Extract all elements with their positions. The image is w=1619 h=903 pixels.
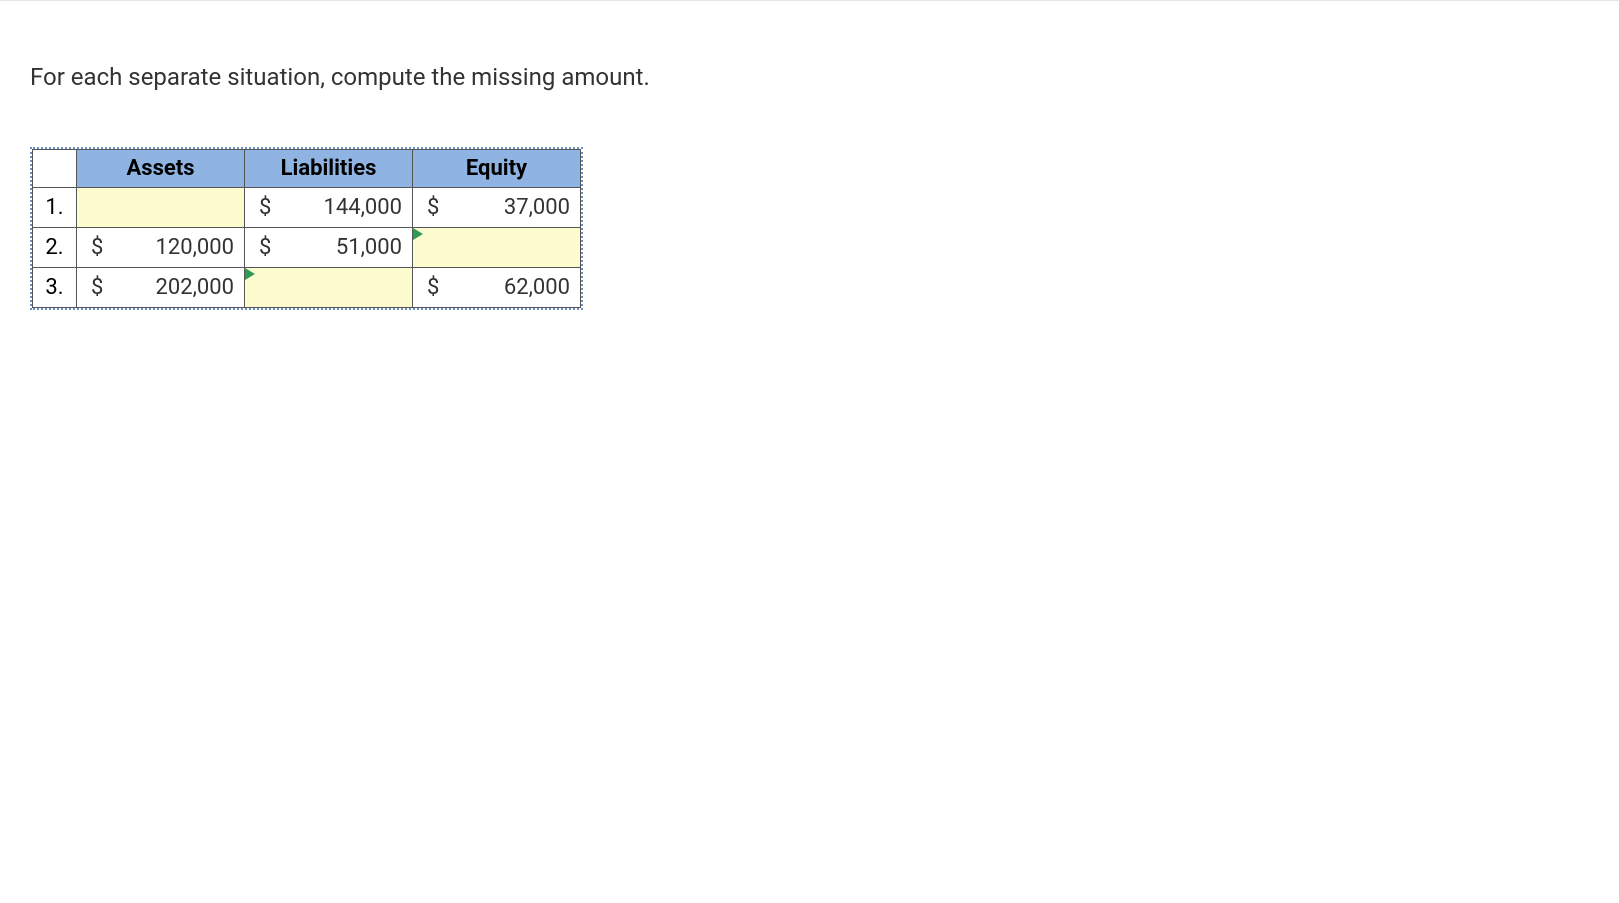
currency-symbol: $ [91,275,111,300]
equity-value-row3: $ 62,000 [413,268,581,308]
question-container: For each separate situation, compute the… [0,1,1619,344]
row-label: 3. [33,268,77,308]
amount: 51,000 [279,235,402,260]
cell-comment-marker-icon [413,228,423,240]
table-row: 3. $ 202,000 $ 62,000 [33,268,581,308]
assets-value-row3: $ 202,000 [77,268,245,308]
table-header-row: Assets Liabilities Equity [33,150,581,188]
equity-input-row2[interactable] [413,228,581,268]
cell-comment-marker-icon [245,268,255,280]
amount: 37,000 [447,195,570,220]
currency-symbol: $ [259,195,279,220]
header-equity: Equity [413,150,581,188]
header-assets: Assets [77,150,245,188]
currency-symbol: $ [427,195,447,220]
amount: 120,000 [111,235,234,260]
table-outer-dotted-border: Assets Liabilities Equity 1. $ 144,000 [30,147,583,310]
assets-value-row2: $ 120,000 [77,228,245,268]
row-label: 2. [33,228,77,268]
header-blank-corner [33,150,77,188]
amount: 62,000 [447,275,570,300]
amount: 144,000 [279,195,402,220]
equity-value-row1: $ 37,000 [413,188,581,228]
table-row: 2. $ 120,000 $ 51,000 [33,228,581,268]
assets-input-row1[interactable] [77,188,245,228]
liabilities-value-row1: $ 144,000 [245,188,413,228]
header-liabilities: Liabilities [245,150,413,188]
currency-symbol: $ [91,235,111,260]
accounting-equation-table: Assets Liabilities Equity 1. $ 144,000 [32,149,581,308]
currency-symbol: $ [259,235,279,260]
row-label: 1. [33,188,77,228]
table-row: 1. $ 144,000 $ 37,000 [33,188,581,228]
liabilities-value-row2: $ 51,000 [245,228,413,268]
currency-symbol: $ [427,275,447,300]
amount: 202,000 [111,275,234,300]
question-prompt: For each separate situation, compute the… [30,63,1589,91]
liabilities-input-row3[interactable] [245,268,413,308]
